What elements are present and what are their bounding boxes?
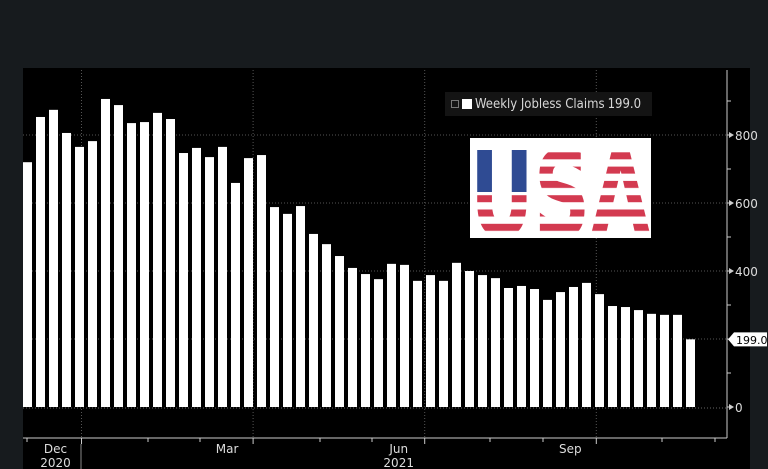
bar bbox=[530, 289, 539, 407]
bar bbox=[335, 256, 344, 407]
bar bbox=[517, 285, 526, 407]
bar bbox=[218, 146, 227, 407]
bar bbox=[283, 213, 292, 407]
x-tick-label-year: 2020 bbox=[40, 456, 71, 469]
bar bbox=[296, 206, 305, 407]
y-tick-arrow bbox=[729, 404, 734, 410]
bar bbox=[270, 207, 279, 407]
bar bbox=[62, 132, 71, 407]
bar bbox=[166, 119, 175, 408]
bar bbox=[114, 105, 123, 407]
bar bbox=[452, 262, 461, 407]
bar bbox=[75, 146, 84, 407]
bar bbox=[608, 306, 617, 407]
bar bbox=[179, 153, 188, 407]
bar bbox=[309, 233, 318, 407]
bar bbox=[49, 109, 58, 407]
bar bbox=[101, 98, 110, 408]
bar bbox=[374, 279, 383, 407]
x-tick-label-month: Jun bbox=[388, 442, 408, 456]
bar bbox=[413, 280, 422, 407]
bar bbox=[491, 278, 500, 407]
bar bbox=[556, 292, 565, 407]
bar bbox=[348, 267, 357, 407]
bar bbox=[543, 299, 552, 407]
bar bbox=[127, 123, 136, 407]
bar bbox=[361, 274, 370, 407]
bar bbox=[23, 162, 32, 407]
bar bbox=[478, 275, 487, 407]
bar bbox=[673, 314, 682, 407]
legend: Weekly Jobless Claims 199.0 bbox=[445, 92, 652, 116]
bar bbox=[504, 288, 513, 407]
bar bbox=[660, 314, 669, 407]
legend-label: Weekly Jobless Claims bbox=[475, 96, 605, 112]
bar bbox=[231, 182, 240, 407]
bar bbox=[621, 307, 630, 407]
x-tick-label-year: 2021 bbox=[383, 456, 414, 469]
bar bbox=[153, 112, 162, 408]
bar bbox=[400, 264, 409, 407]
bar bbox=[426, 275, 435, 407]
last-value-badge bbox=[728, 332, 767, 347]
bar bbox=[647, 313, 656, 407]
usa-flag-logo: USA bbox=[470, 138, 651, 238]
x-tick-label-month: Dec bbox=[44, 442, 67, 456]
bar bbox=[595, 294, 604, 407]
bar bbox=[244, 158, 253, 407]
bar bbox=[36, 116, 45, 407]
legend-swatch bbox=[462, 99, 472, 109]
y-tick-label: 600 bbox=[735, 197, 758, 211]
bar bbox=[387, 263, 396, 407]
y-tick-arrow bbox=[729, 132, 734, 138]
legend-toggle-icon[interactable] bbox=[451, 100, 459, 108]
bar bbox=[686, 339, 695, 407]
bar bbox=[140, 122, 149, 407]
bar bbox=[582, 282, 591, 407]
last-value-label: 199.0 bbox=[736, 334, 768, 347]
legend-value: 199.0 bbox=[607, 96, 642, 112]
y-tick-label: 400 bbox=[735, 265, 758, 279]
bar bbox=[634, 310, 643, 407]
y-tick-arrow bbox=[729, 200, 734, 206]
y-tick-label: 800 bbox=[735, 129, 758, 143]
bar bbox=[439, 280, 448, 407]
x-tick-label-month: Sep bbox=[559, 442, 582, 456]
bar bbox=[205, 157, 214, 407]
x-tick-label-month: Mar bbox=[216, 442, 239, 456]
bar bbox=[322, 244, 331, 407]
y-tick-label: 0 bbox=[735, 401, 743, 415]
bar bbox=[257, 155, 266, 407]
bar bbox=[569, 286, 578, 407]
bar bbox=[465, 271, 474, 407]
y-tick-arrow bbox=[729, 268, 734, 274]
bar bbox=[88, 141, 97, 407]
bar bbox=[192, 147, 201, 408]
